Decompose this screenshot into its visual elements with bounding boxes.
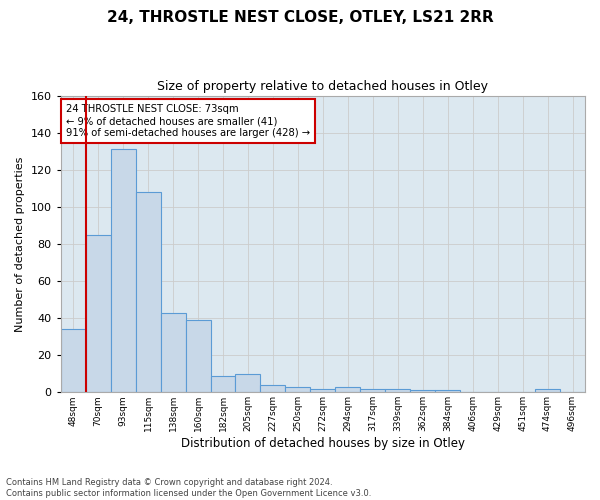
Text: 24, THROSTLE NEST CLOSE, OTLEY, LS21 2RR: 24, THROSTLE NEST CLOSE, OTLEY, LS21 2RR bbox=[107, 10, 493, 25]
Text: 24 THROSTLE NEST CLOSE: 73sqm
← 9% of detached houses are smaller (41)
91% of se: 24 THROSTLE NEST CLOSE: 73sqm ← 9% of de… bbox=[66, 104, 310, 138]
Bar bbox=[110, 150, 136, 392]
Bar bbox=[136, 192, 161, 392]
Bar bbox=[86, 234, 110, 392]
Bar bbox=[435, 390, 460, 392]
Bar bbox=[310, 388, 335, 392]
X-axis label: Distribution of detached houses by size in Otley: Distribution of detached houses by size … bbox=[181, 437, 465, 450]
Bar bbox=[211, 376, 235, 392]
Bar bbox=[185, 320, 211, 392]
Bar bbox=[260, 385, 286, 392]
Bar bbox=[361, 388, 385, 392]
Bar bbox=[235, 374, 260, 392]
Y-axis label: Number of detached properties: Number of detached properties bbox=[15, 156, 25, 332]
Bar bbox=[335, 386, 361, 392]
Bar bbox=[286, 386, 310, 392]
Bar bbox=[385, 388, 410, 392]
Bar bbox=[161, 312, 185, 392]
Bar bbox=[410, 390, 435, 392]
Bar bbox=[61, 329, 86, 392]
Text: Contains HM Land Registry data © Crown copyright and database right 2024.
Contai: Contains HM Land Registry data © Crown c… bbox=[6, 478, 371, 498]
Title: Size of property relative to detached houses in Otley: Size of property relative to detached ho… bbox=[157, 80, 488, 93]
Bar bbox=[535, 388, 560, 392]
